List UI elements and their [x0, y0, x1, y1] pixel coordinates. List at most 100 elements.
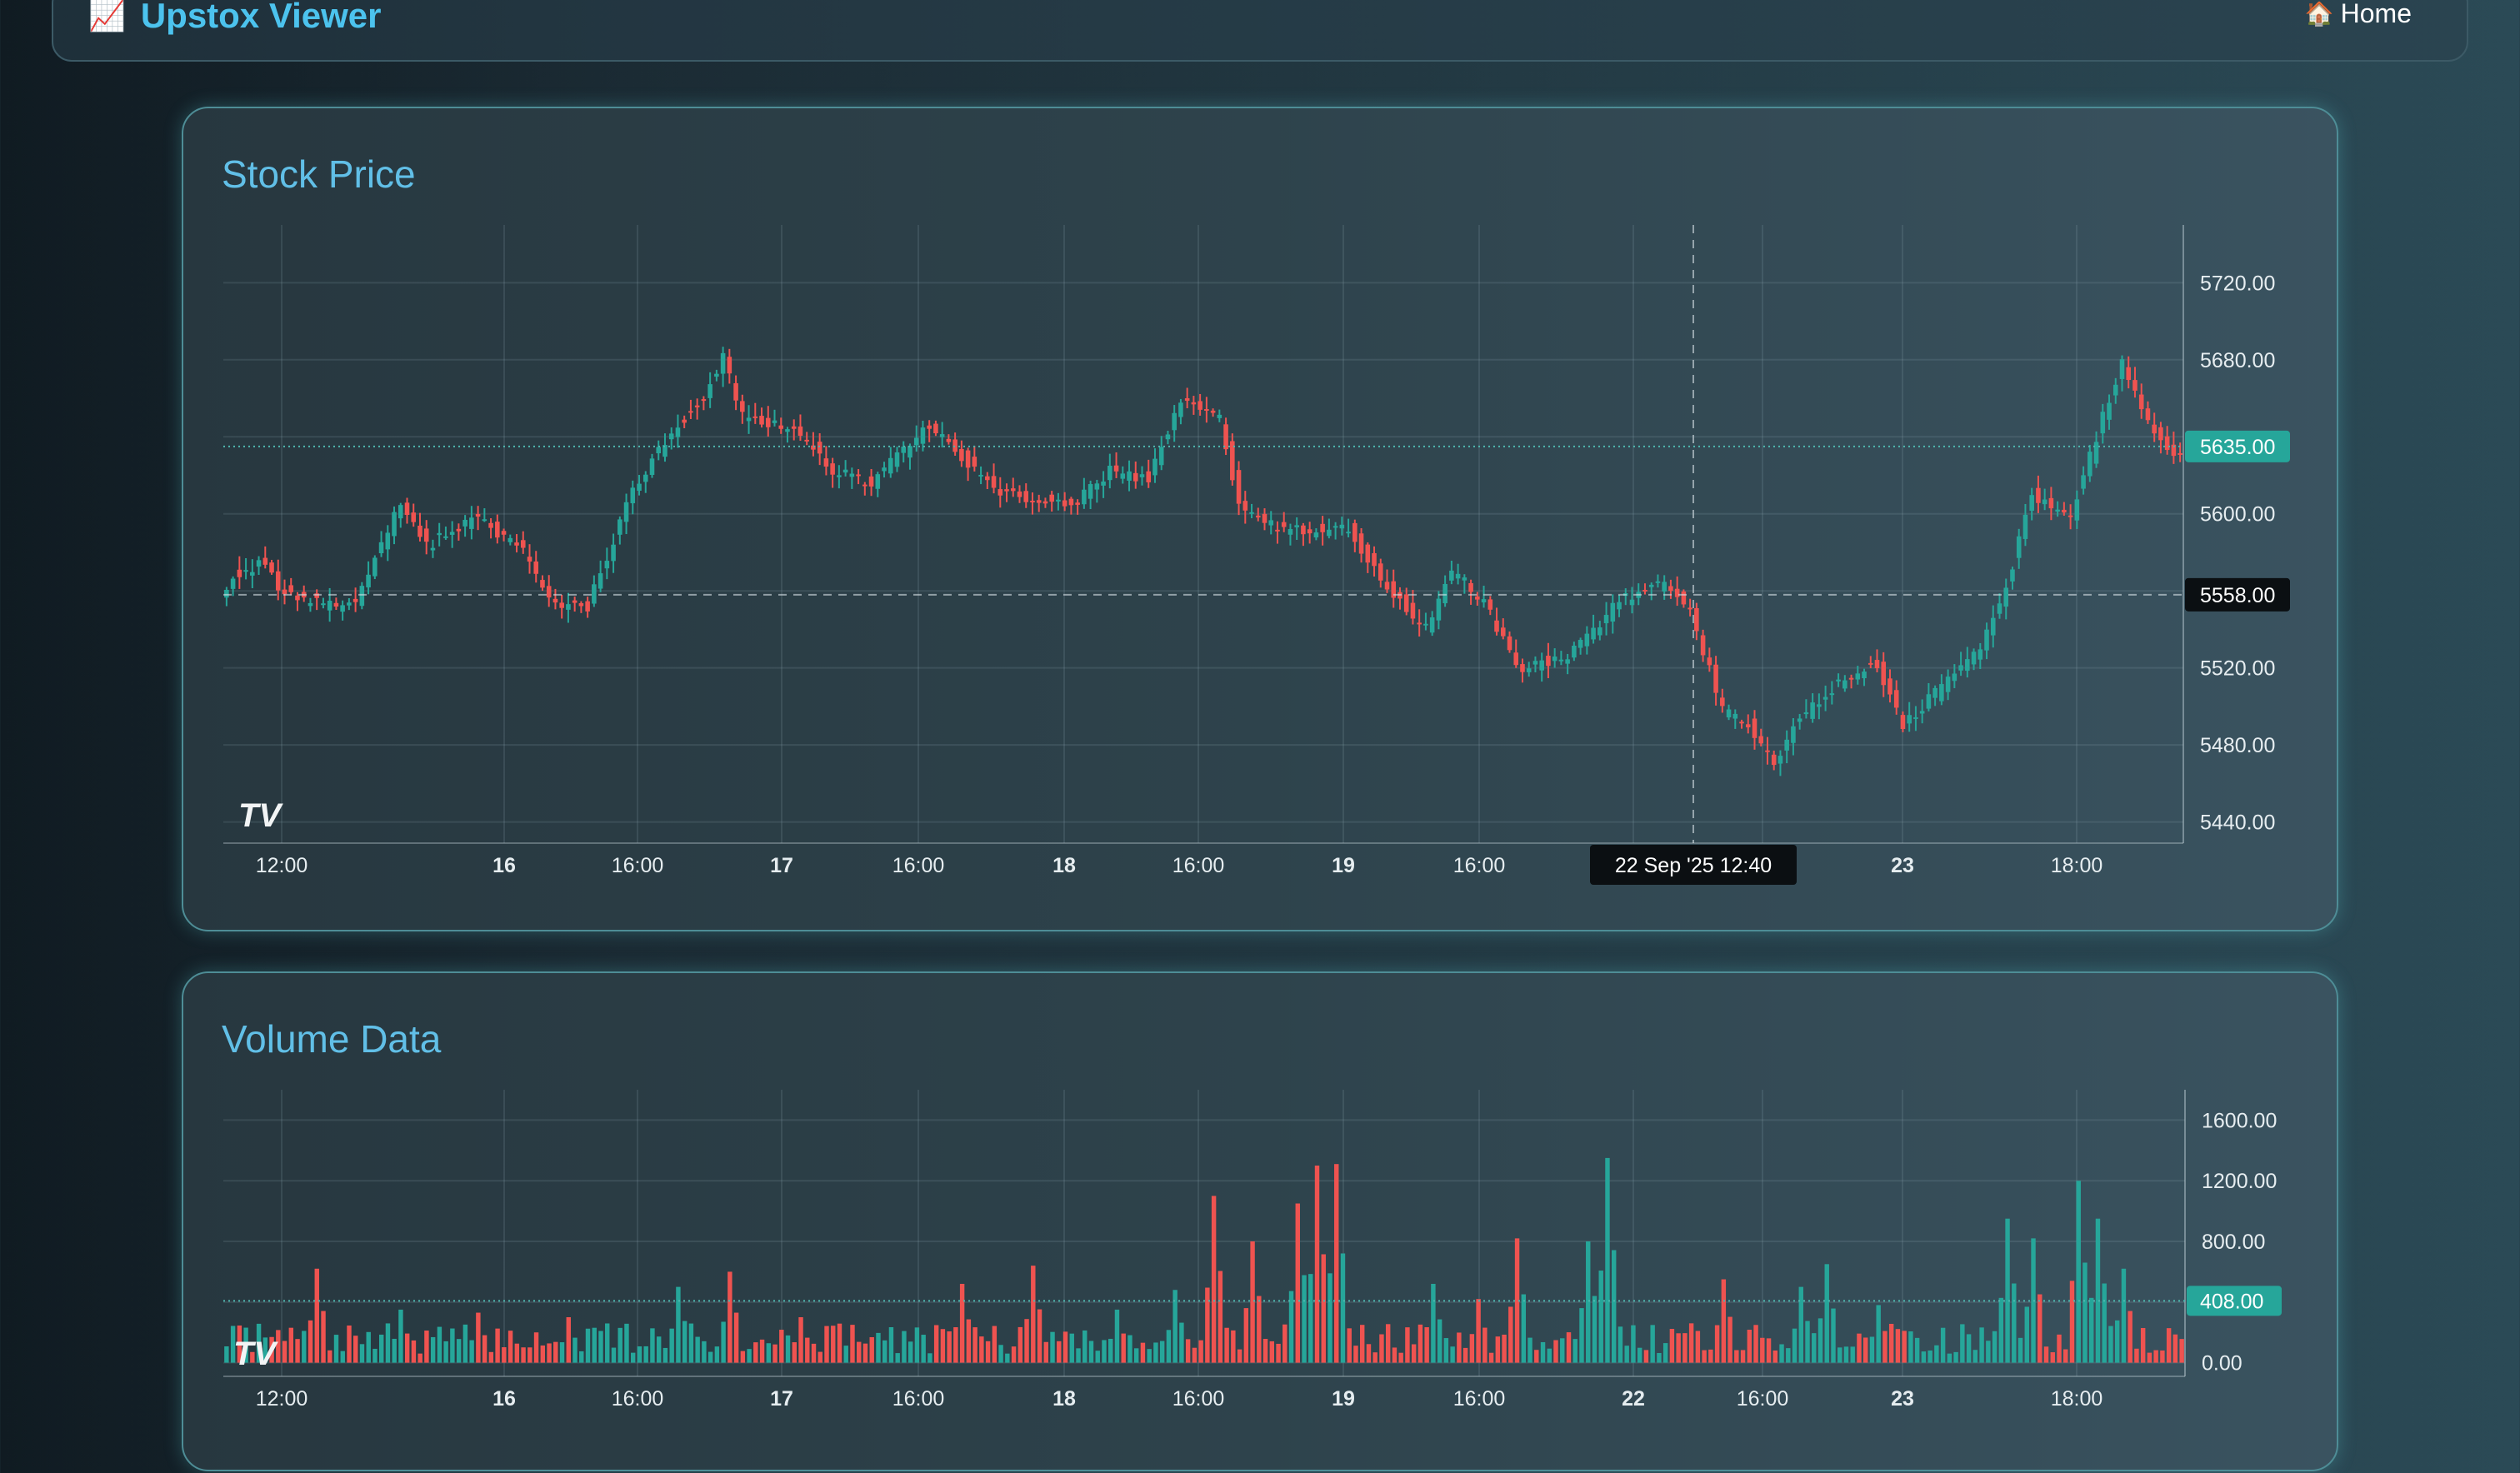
volume-bar — [1721, 1279, 1727, 1363]
candle-body — [1475, 596, 1480, 600]
home-link[interactable]: 🏠 Home — [2305, 0, 2412, 29]
candle — [592, 575, 597, 607]
volume-bar — [1288, 1291, 1294, 1363]
chart-increasing-icon: 📈 — [88, 0, 126, 32]
volume-bar — [1334, 1164, 1339, 1363]
candle — [585, 597, 590, 618]
candle-body — [250, 572, 255, 576]
candle-body — [1565, 659, 1570, 664]
candle-body — [572, 600, 578, 603]
home-link-label[interactable]: Home — [2340, 0, 2412, 28]
candle-body — [2088, 452, 2092, 477]
volume-bar — [1108, 1338, 1113, 1363]
volume-bar — [1547, 1348, 1552, 1363]
candle — [418, 512, 422, 542]
top-navbar: 📈 Upstox Viewer 🏠 Home — [52, 0, 2468, 62]
candle-body — [308, 602, 313, 607]
volume-bar — [966, 1319, 972, 1363]
candle-body — [2178, 452, 2182, 455]
candle-body — [913, 437, 919, 446]
volume-bar — [1192, 1347, 1198, 1363]
candle-body — [340, 605, 345, 612]
volume-bar — [998, 1345, 1003, 1363]
candle-body — [868, 476, 874, 487]
volume-bar — [1372, 1352, 1378, 1363]
candle-body — [701, 399, 707, 402]
volume-bar — [1457, 1332, 1462, 1363]
candle — [1178, 398, 1183, 425]
candle — [752, 402, 758, 424]
candle-body — [2062, 509, 2067, 513]
candle — [1817, 693, 1822, 720]
volume-bar — [282, 1341, 288, 1363]
candle-body — [2003, 587, 2009, 607]
candle — [811, 432, 816, 457]
candle-body — [1101, 481, 1106, 486]
candle — [1862, 668, 1867, 687]
candle — [946, 434, 952, 445]
candle — [2112, 377, 2118, 404]
volume-bar — [2140, 1327, 2146, 1363]
candle-body — [1913, 717, 1918, 719]
volume-bar — [1972, 1350, 1978, 1363]
candle — [1036, 494, 1042, 512]
candle-body — [1713, 664, 1718, 693]
candle — [1791, 717, 1796, 756]
volume-bar — [262, 1337, 268, 1363]
volume-bar — [495, 1328, 500, 1363]
crosshair-price-box — [2185, 577, 2290, 612]
candle — [759, 407, 764, 428]
candle — [411, 503, 417, 527]
volume-bar — [411, 1340, 417, 1363]
volume-x-tick-label: 16 — [492, 1387, 516, 1411]
stock-price-chart[interactable]: 5720.00 5680.00 5600.00 5558.00 5520.00 5480.… — [183, 108, 2340, 933]
candle-body — [1275, 529, 1280, 532]
volume-bar — [1940, 1327, 1946, 1363]
volume-bar — [2038, 1294, 2042, 1363]
volume-bar — [1843, 1346, 1849, 1363]
candle-body — [585, 601, 590, 612]
candle-body — [1139, 474, 1145, 477]
volume-y-tick-label: 1200.00 — [2202, 1170, 2277, 1193]
candle-body — [688, 411, 693, 413]
volume-bar — [1979, 1327, 1984, 1363]
volume-bar — [1812, 1333, 1817, 1363]
volume-x-tick-label: 22 — [1622, 1387, 1645, 1411]
candle — [1829, 681, 1835, 705]
candle — [637, 475, 642, 496]
volume-bar — [553, 1341, 558, 1363]
volume-bar — [1050, 1331, 1055, 1363]
volume-bar — [1592, 1296, 1598, 1363]
volume-bar — [824, 1326, 829, 1363]
volume-bar — [785, 1335, 791, 1363]
volume-y-tick-label: 800.00 — [2202, 1231, 2265, 1254]
volume-bar — [456, 1339, 462, 1363]
candle-body — [939, 434, 945, 437]
app-title[interactable]: Upstox Viewer — [140, 0, 382, 35]
candle — [1094, 479, 1100, 503]
price-x-tick-label: 16 — [492, 854, 516, 877]
volume-bar — [1082, 1330, 1088, 1363]
candle-body — [1829, 693, 1835, 696]
brand[interactable]: 📈 Upstox Viewer — [88, 0, 382, 35]
volume-bar — [1753, 1325, 1758, 1363]
candle — [1475, 592, 1480, 607]
candle — [1332, 522, 1338, 540]
candle-body — [533, 561, 539, 574]
candle-body — [1152, 458, 1158, 476]
candle — [817, 433, 822, 466]
candle — [301, 585, 307, 602]
candle — [262, 546, 268, 569]
volume-chart[interactable]: 1600.00 1200.00 800.00 408.00 0.00 12:00 16 16:… — [183, 973, 2340, 1473]
candle-body — [946, 438, 952, 442]
volume-bar — [1669, 1329, 1675, 1363]
candle — [1132, 461, 1138, 489]
volume-bar — [1069, 1333, 1074, 1363]
candle-body — [908, 446, 912, 458]
candle — [1720, 688, 1725, 713]
candle — [598, 560, 603, 592]
volume-bar — [2076, 1181, 2081, 1363]
volume-bar — [295, 1339, 300, 1363]
volume-bar — [1643, 1350, 1649, 1363]
candle — [514, 534, 519, 553]
